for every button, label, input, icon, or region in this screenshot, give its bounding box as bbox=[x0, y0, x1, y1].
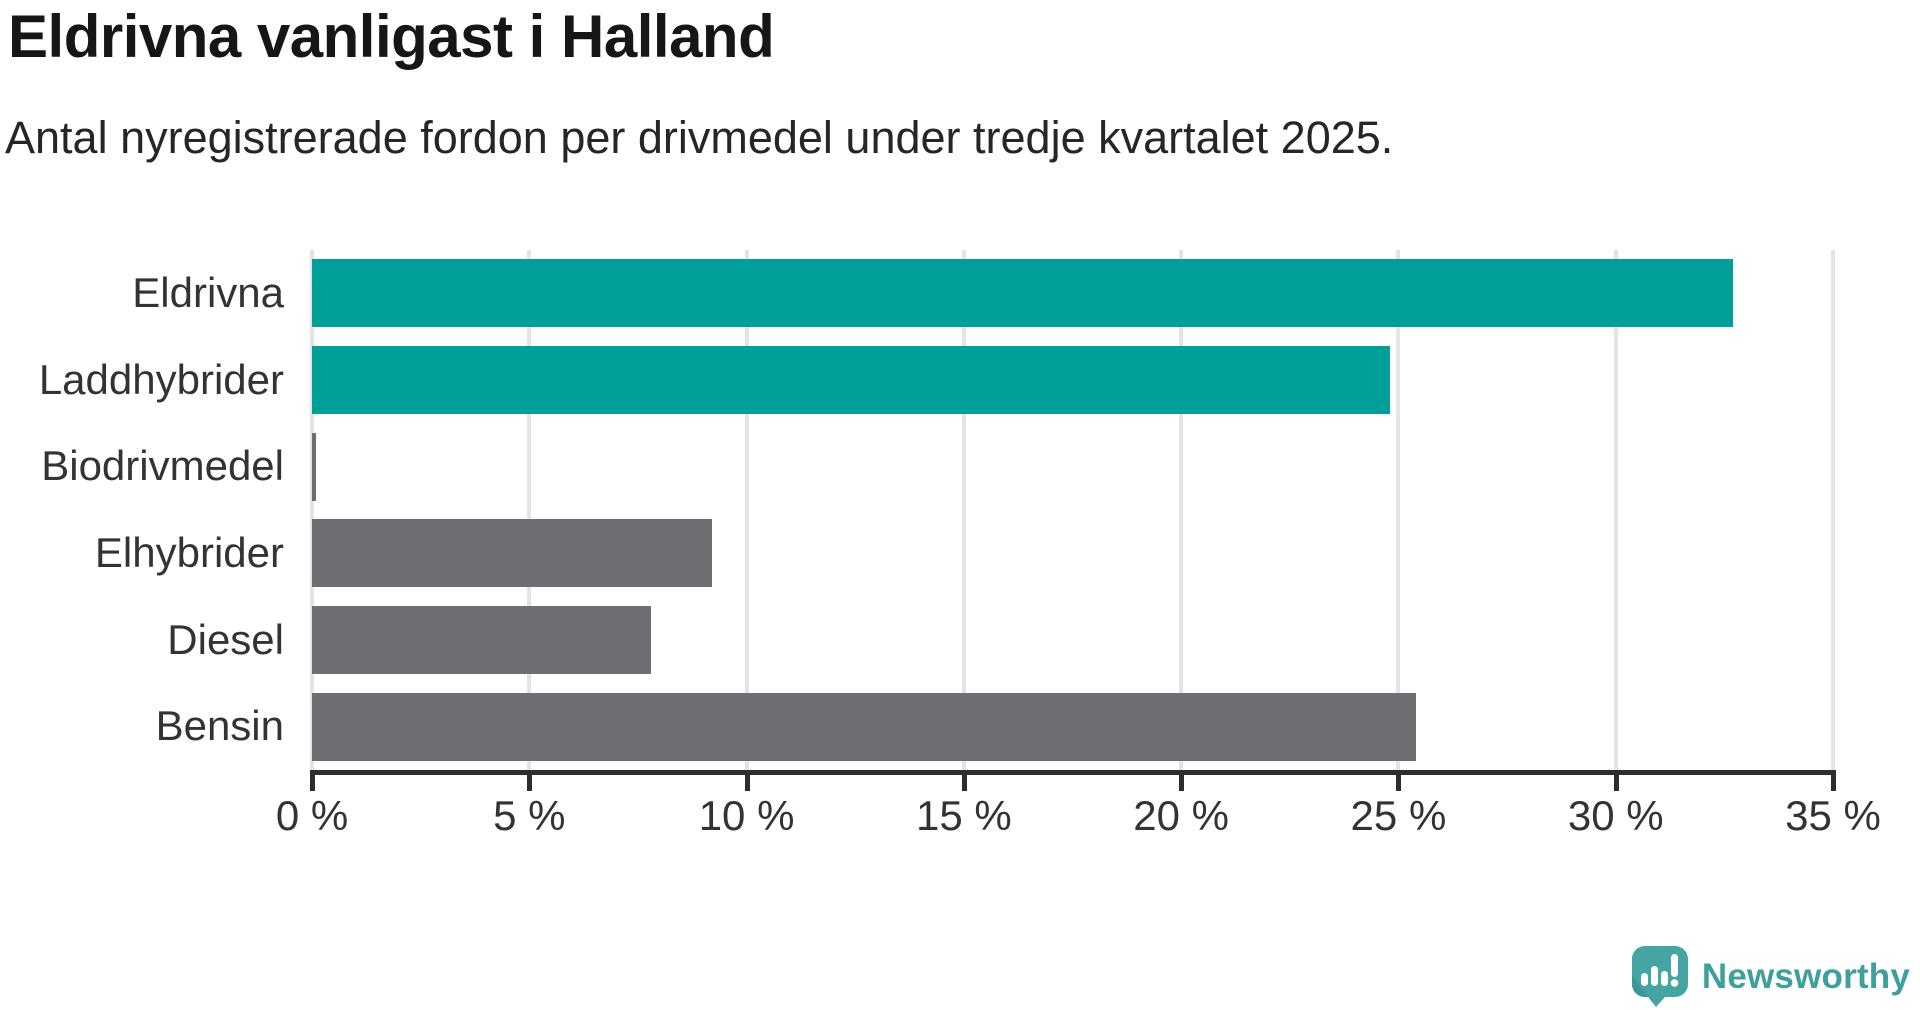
category-label-eldrivna: Eldrivna bbox=[132, 269, 284, 316]
category-label-laddhybrider: Laddhybrider bbox=[38, 355, 284, 403]
x-tick-label-35: 35 % bbox=[1785, 792, 1881, 839]
bar-diesel bbox=[312, 606, 651, 674]
x-tick-label-30: 30 % bbox=[1567, 792, 1664, 839]
x-tick-5 bbox=[527, 770, 533, 791]
bar-laddhybrider bbox=[312, 346, 1390, 414]
bar-eldrivna bbox=[312, 259, 1734, 328]
x-tick-30 bbox=[1613, 770, 1619, 791]
newsworthy-logo: Newsworthy bbox=[1631, 946, 1910, 1008]
x-tick-15 bbox=[961, 770, 967, 791]
x-tick-label-25: 25 % bbox=[1350, 792, 1447, 839]
gridline-10 bbox=[744, 250, 749, 770]
icon-exclamation-dot bbox=[1670, 979, 1679, 987]
gridline-25 bbox=[1396, 250, 1401, 770]
bar-biodrivmedel bbox=[312, 432, 317, 501]
icon-bar-small bbox=[1640, 973, 1648, 986]
icon-exclamation-stem bbox=[1670, 954, 1678, 977]
category-label-elhybrider: Elhybrider bbox=[94, 529, 284, 576]
x-tick-label-5: 5 % bbox=[493, 792, 566, 839]
category-label-biodrivmedel: Biodrivmedel bbox=[41, 442, 284, 490]
x-tick-25 bbox=[1396, 770, 1402, 791]
gridline-15 bbox=[961, 250, 966, 770]
x-tick-10 bbox=[744, 770, 750, 791]
chart-title: Eldrivna vanligast i Halland bbox=[8, 3, 775, 70]
chart-subtitle: Antal nyregistrerade fordon per drivmede… bbox=[5, 112, 1394, 163]
gridline-30 bbox=[1613, 250, 1618, 770]
x-tick-20 bbox=[1179, 770, 1185, 791]
x-tick-35 bbox=[1831, 770, 1836, 791]
newsworthy-wordmark: Newsworthy bbox=[1701, 957, 1910, 996]
newsworthy-bubble-icon bbox=[1631, 946, 1688, 1007]
x-tick-0 bbox=[310, 770, 315, 791]
icon-bar-large bbox=[1660, 971, 1668, 986]
plot-area bbox=[310, 250, 1835, 770]
icon-bar-medium bbox=[1650, 966, 1658, 986]
x-tick-label-20: 20 % bbox=[1133, 792, 1230, 839]
gridline-35 bbox=[1831, 250, 1835, 770]
gridline-20 bbox=[1179, 250, 1184, 770]
x-tick-label-15: 15 % bbox=[915, 792, 1012, 839]
category-label-diesel: Diesel bbox=[167, 615, 284, 663]
gridline-0 bbox=[310, 250, 314, 770]
x-tick-label-10: 10 % bbox=[698, 792, 795, 839]
x-tick-label-0: 0 % bbox=[275, 792, 349, 839]
bar-elhybrider bbox=[312, 519, 712, 588]
category-label-bensin: Bensin bbox=[155, 702, 284, 750]
x-axis-line bbox=[310, 770, 1836, 775]
gridline-5 bbox=[527, 250, 532, 770]
bar-bensin bbox=[312, 692, 1416, 761]
